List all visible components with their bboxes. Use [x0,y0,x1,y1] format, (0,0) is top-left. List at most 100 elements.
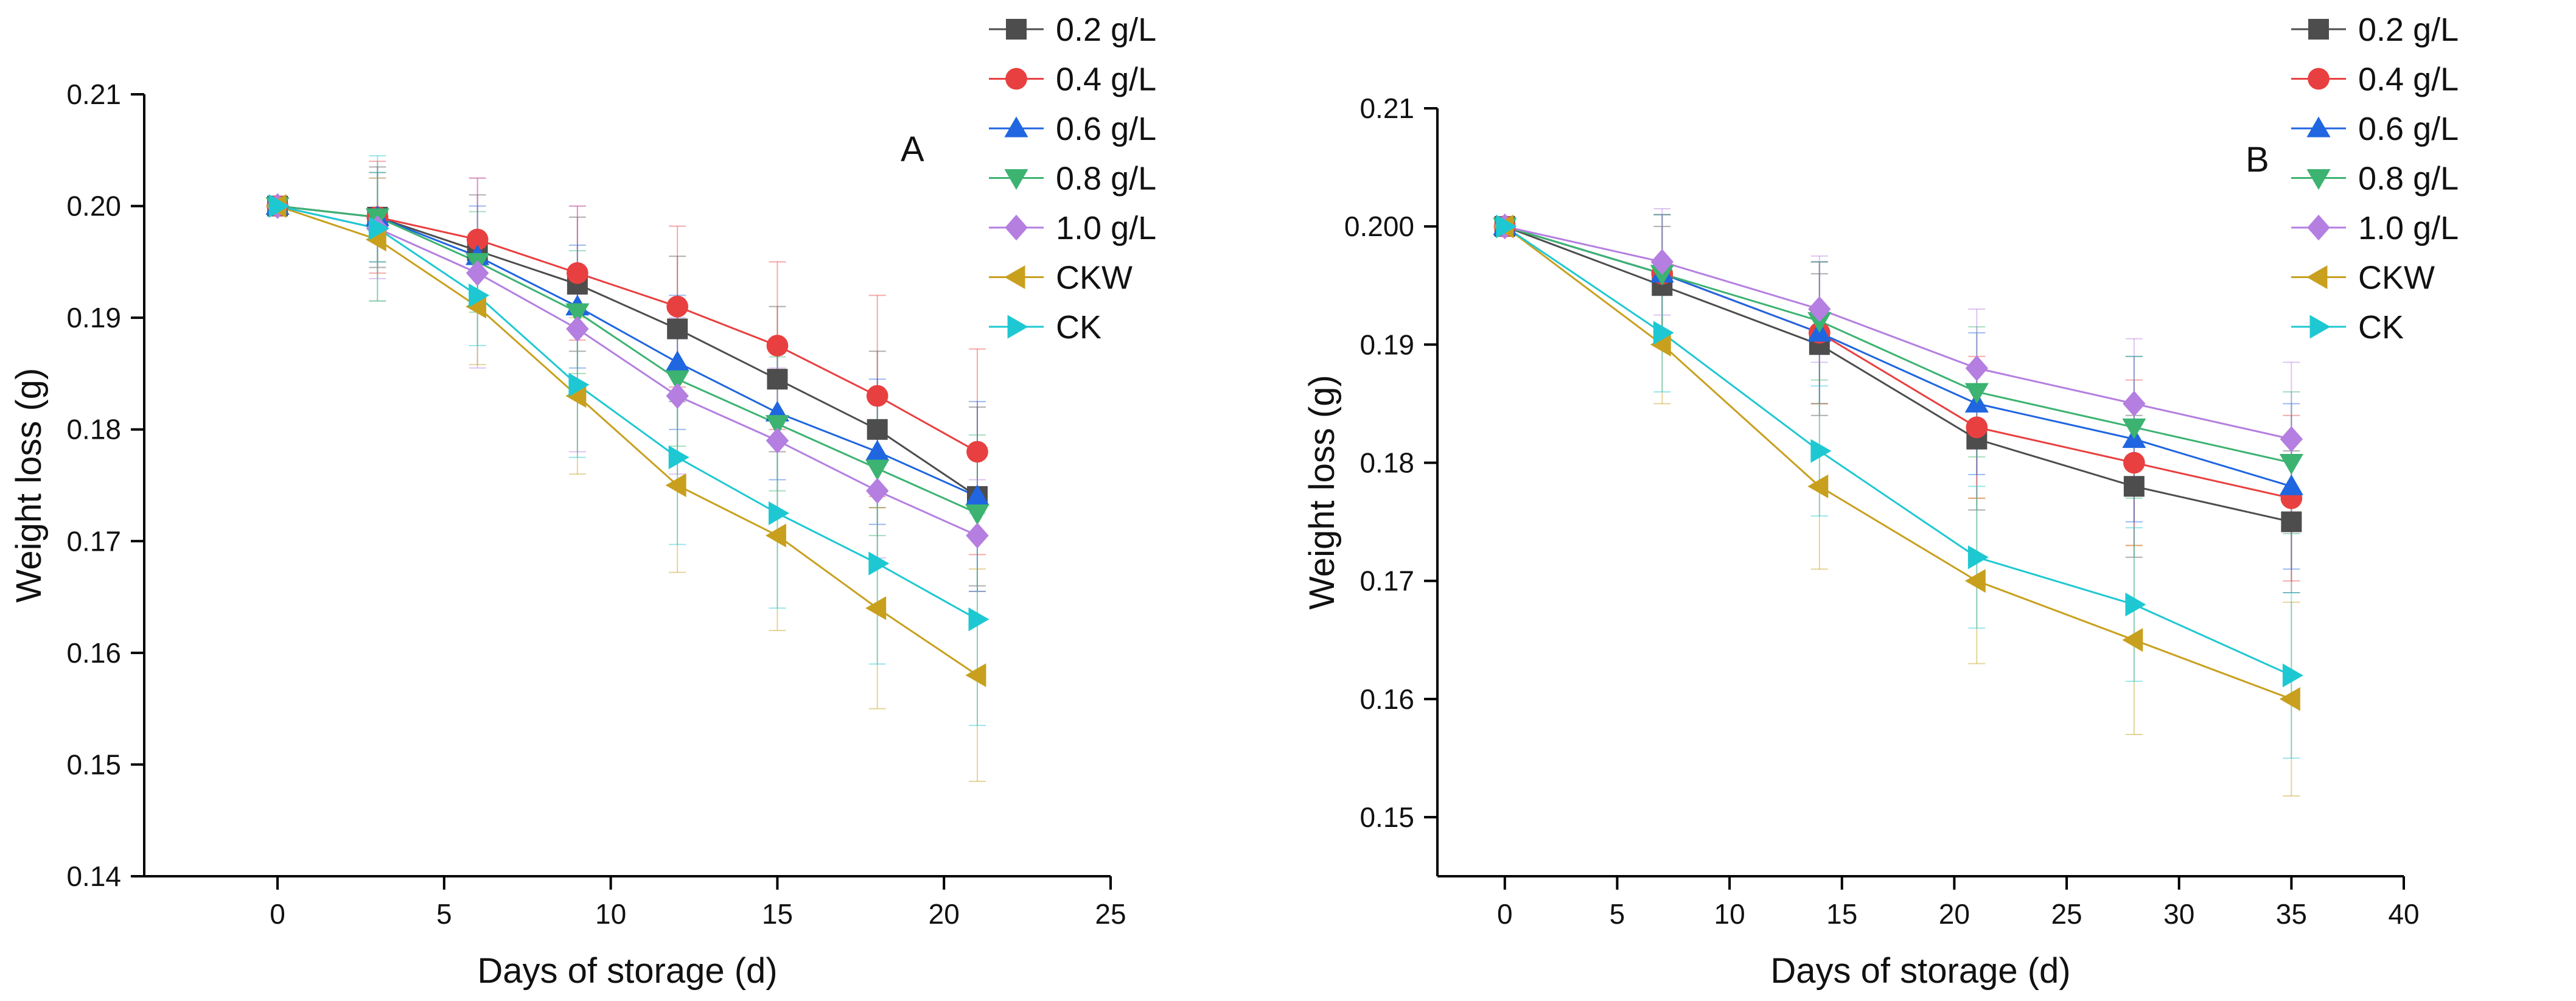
data-point-1.0 g/L [466,260,489,286]
data-point-0.2 g/L [867,419,888,440]
panel-b-label: B [2246,140,2269,180]
legend-entry-label: 1.0 g/L [2358,210,2459,246]
data-point-CKW [565,384,587,408]
data-point-CK [1653,321,1674,345]
data-point-1.0 g/L [1808,296,1831,323]
panel-b-markers [1493,213,2303,711]
data-point-CKW [665,473,686,498]
data-point-0.2 g/L [667,318,688,340]
data-point-0.4 g/L [866,385,888,407]
data-point-0.2 g/L [767,369,788,390]
panel-a-legend: 0.2 g/L 0.4 g/L 0.6 g/L 0.8 g/L 1.0 g/L CKW CK [989,12,1156,346]
data-point-CK [268,194,290,218]
panel-a-y-tick-label: 0.18 [66,414,121,445]
panel-b-x-axis-title: Days of storage (d) [1770,951,2070,991]
legend-entry-label: 1.0 g/L [1056,210,1156,246]
data-point-CKW [1807,474,1829,498]
data-point-0.4 g/L [2123,452,2145,474]
legend-entry-label: 0.8 g/L [1056,161,1156,197]
data-point-CKW [1650,332,1671,357]
panel-b-x-tick-label: 15 [1826,898,1857,930]
data-point-0.2 g/L [2281,511,2302,532]
panel-b-y-tick-label: 0.17 [1360,565,1414,597]
panel-b-x-tick-label: 25 [2051,898,2082,930]
data-point-CKW [365,228,386,252]
legend-entry-label: 0.6 g/L [2358,111,2459,147]
panel-b-x-tick-label: 0 [1497,898,1513,930]
series-line-0.2 g/L [1504,225,2292,523]
panel-b-x-tick-label: 10 [1714,898,1745,930]
data-point-CKW [1964,569,1986,593]
series-line-CK [277,205,978,621]
data-point-CKW [2279,687,2300,711]
data-point-1.0 g/L [2280,426,2303,452]
legend-entry-label: CKW [2358,260,2435,296]
panel-a-y-tick-label: 0.16 [66,637,121,669]
panel-a-x-tick-label: 0 [270,898,285,930]
series-line-0.8 g/L [277,205,978,514]
legend-entry-label: 0.4 g/L [2358,61,2459,98]
legend-entry-label: CK [1056,309,1101,346]
data-point-CKW [466,295,487,319]
data-point-CK [868,551,890,576]
data-point-CKW [965,663,986,688]
legend-swatch-marker [1005,214,1028,241]
data-point-1.0 g/L [865,478,889,504]
panel-b-axes: 0 5 10 15 20 25 30 35 40 0.15 0.16 0.17 0.18 0.19 0.20… [1344,92,2420,930]
legend-swatch-marker [1004,265,1025,290]
panel-a-x-tick-label: 15 [762,898,793,930]
data-point-CKW [765,523,786,548]
data-point-1.0 g/L [666,383,689,409]
series-line-CKW [1504,225,2292,700]
data-point-1.0 g/L [1965,355,1989,382]
panel-b-x-tick-label: 20 [1939,898,1970,930]
panel-b: 0 5 10 15 20 25 30 35 40 0.15 0.16 0.17 0.18 0.19 0.20… [1302,12,2459,991]
data-point-CK [668,445,689,470]
legend-entry-label: 0.6 g/L [1056,111,1156,147]
data-point-CK [2282,663,2303,688]
data-point-0.8 g/L [665,370,689,391]
data-point-0.8 g/L [1964,383,1989,404]
data-point-CK [469,283,490,307]
legend-swatch-marker [2306,265,2328,290]
panel-b-legend: 0.2 g/L 0.4 g/L 0.6 g/L 0.8 g/L 1.0 g/L CKW CK [2291,12,2459,346]
data-point-0.8 g/L [565,303,590,324]
panel-a-y-tick-label: 0.21 [66,78,121,110]
data-point-CK [2125,592,2146,616]
panel-a-y-tick-label: 0.17 [66,525,121,557]
series-line-CKW [277,205,978,676]
panel-b-y-tick-label: 0.16 [1360,683,1414,715]
data-point-0.8 g/L [965,504,990,525]
panel-b-y-tick-label: 0.200 [1344,211,1414,242]
data-point-CK [968,607,990,632]
panel-b-x-tick-label: 40 [2388,898,2419,930]
legend-swatch-marker [1007,315,1028,339]
panel-b-x-tick-label: 30 [2163,898,2194,930]
data-point-0.8 g/L [765,415,789,436]
legend-swatch-marker [2306,116,2331,138]
panel-b-series-lines [1504,225,2292,700]
data-point-0.4 g/L [567,262,588,284]
data-point-CK [1810,439,1832,463]
panel-a-x-tick-label: 20 [929,898,960,930]
data-point-CK [1967,545,1989,570]
legend-entry-label: 0.4 g/L [1056,61,1156,98]
legend-swatch-marker [1004,169,1028,190]
data-point-0.4 g/L [1966,416,1988,439]
legend-swatch-marker [1006,19,1027,40]
legend-entry-label: CK [2358,309,2404,346]
legend-swatch-marker [1004,116,1028,138]
panel-a-label: A [901,130,924,169]
data-point-CK [368,216,389,240]
data-point-1.0 g/L [1650,249,1674,275]
panel-a-axes: 0 5 10 15 20 25 0.14 0.15 0.16 0.17 0.18 0.19 0.20 0.… [66,78,1126,930]
data-point-0.4 g/L [966,441,988,463]
series-line-0.8 g/L [1504,225,2292,464]
data-point-0.6 g/L [665,351,689,372]
series-line-CK [1504,225,2292,677]
panel-b-y-tick-label: 0.18 [1360,447,1414,478]
data-point-1.0 g/L [766,427,789,454]
data-point-0.8 g/L [1807,312,1832,333]
data-point-0.6 g/L [2279,474,2303,495]
